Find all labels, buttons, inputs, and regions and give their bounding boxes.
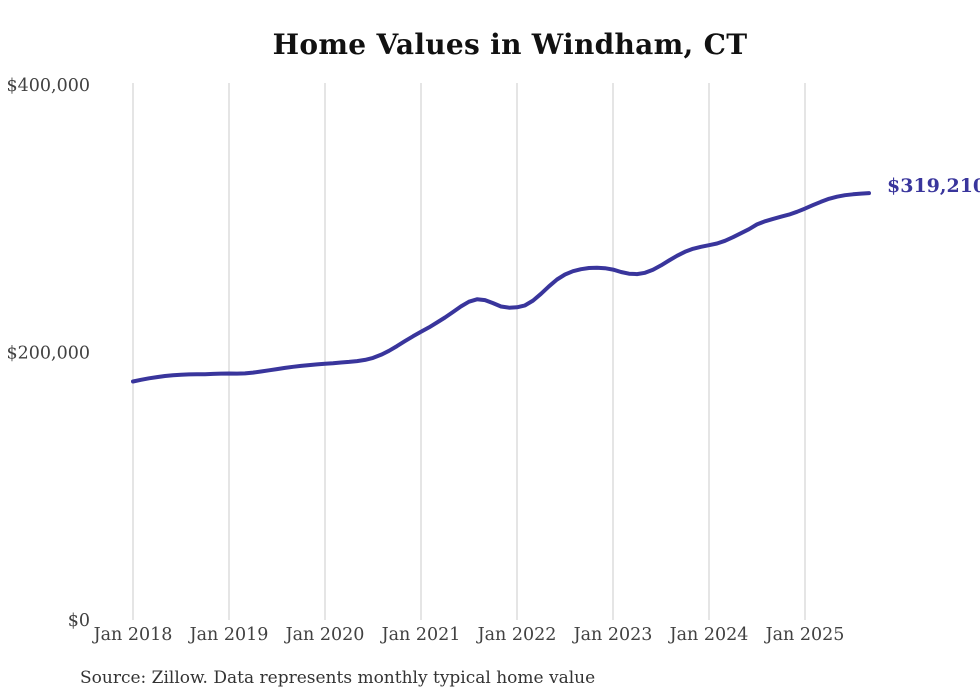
x-tick-label: Jan 2022 xyxy=(476,625,557,645)
home-value-line xyxy=(131,191,871,384)
y-tick-label: $0 xyxy=(68,611,90,631)
chart-title: Home Values in Windham, CT xyxy=(272,28,748,61)
x-tick-label: Jan 2020 xyxy=(284,625,365,645)
x-tick-label: Jan 2019 xyxy=(188,625,269,645)
x-tick-label: Jan 2025 xyxy=(764,625,845,645)
y-tick-label: $400,000 xyxy=(6,76,90,96)
x-tick-label: Jan 2023 xyxy=(572,625,653,645)
x-tick-label: Jan 2021 xyxy=(380,625,461,645)
x-tick-label: Jan 2024 xyxy=(668,625,749,645)
source-note: Source: Zillow. Data represents monthly … xyxy=(80,668,596,688)
x-tick-label: Jan 2018 xyxy=(92,625,173,645)
y-tick-label: $200,000 xyxy=(6,344,90,364)
latest-value-label: $319,210 xyxy=(887,175,980,197)
